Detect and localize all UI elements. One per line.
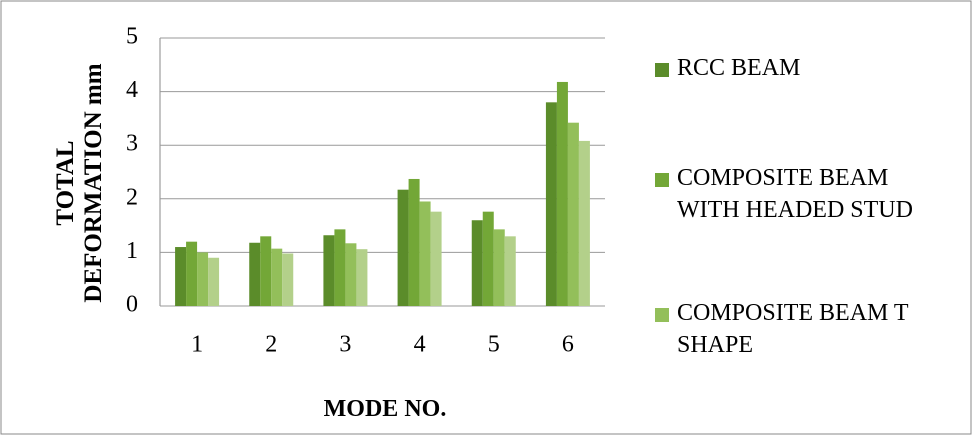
legend-key (655, 63, 669, 77)
x-tick-label: 6 (562, 332, 574, 358)
y-tick-label: 1 (126, 238, 138, 264)
legend-label: COMPOSITE BEAM T SHAPE (677, 300, 909, 358)
bar (260, 236, 272, 306)
bar (567, 122, 579, 306)
bar (493, 229, 505, 306)
bar (556, 81, 568, 307)
bar (430, 211, 442, 306)
legend-label: COMPOSITE BEAM WITH HEADED STUD (677, 165, 913, 223)
bar (208, 257, 220, 306)
legend-label: RCC BEAM (677, 55, 801, 81)
legend-item: RCC BEAM (655, 52, 955, 84)
bar (197, 252, 209, 306)
bar (471, 220, 483, 306)
bar (482, 211, 494, 306)
bar (249, 242, 261, 306)
bar (282, 253, 294, 306)
bar (408, 178, 420, 306)
x-tick-label: 2 (265, 332, 277, 358)
y-tick-label: 2 (126, 184, 138, 210)
y-tick-label: 3 (126, 131, 138, 157)
bar (271, 248, 283, 306)
legend-item: COMPOSITE BEAM T SHAPE (655, 297, 955, 361)
bar (334, 229, 346, 306)
bar (419, 201, 431, 306)
y-tick-label: 0 (126, 292, 138, 318)
y-tick-label: 5 (126, 24, 138, 50)
x-tick-label: 4 (414, 332, 426, 358)
bar (397, 189, 409, 306)
bar (323, 235, 335, 306)
x-axis-title: MODE NO. (323, 396, 447, 422)
legend-key (655, 173, 669, 187)
bar (345, 243, 357, 306)
bar (186, 241, 198, 306)
legend-item: COMPOSITE BEAM WITH HEADED STUD (655, 162, 955, 226)
bar (175, 247, 187, 306)
bar (356, 249, 368, 306)
bar (545, 102, 557, 306)
bar (578, 140, 590, 306)
bar (504, 236, 516, 306)
y-axis-title: TOTAL DEFORMATION mm (52, 63, 107, 303)
y-tick-label: 4 (126, 77, 138, 103)
x-tick-label: 3 (339, 332, 351, 358)
x-tick-label: 5 (488, 332, 500, 358)
legend-key (655, 308, 669, 322)
x-tick-label: 1 (191, 332, 203, 358)
